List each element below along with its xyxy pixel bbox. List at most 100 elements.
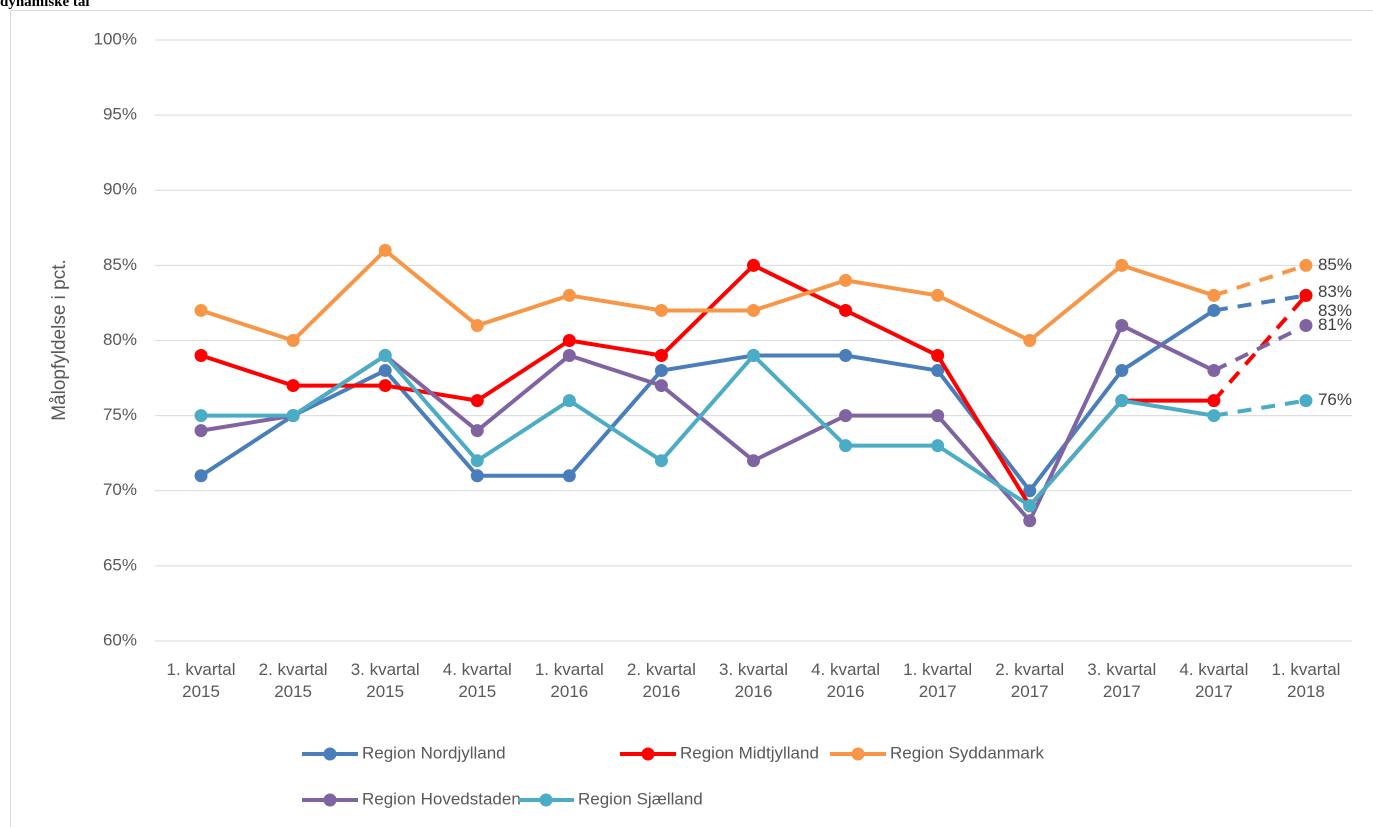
data-point xyxy=(931,288,945,302)
data-point xyxy=(1023,334,1037,347)
y-tick-label: 95% xyxy=(103,105,137,124)
y-tick-label: 70% xyxy=(103,480,137,499)
y-tick-label: 100% xyxy=(94,29,137,48)
x-tick-label: 1. kvartal 2017 xyxy=(903,660,973,701)
data-point xyxy=(286,379,300,393)
data-point xyxy=(931,364,945,378)
legend-marker xyxy=(851,747,865,761)
x-tick-label: 1. kvartal 2015 xyxy=(166,660,236,701)
data-label: 83% xyxy=(1318,282,1352,301)
x-tick-label: 4. kvartal 2016 xyxy=(811,660,881,701)
legend-label: Region Nordjylland xyxy=(362,743,506,762)
data-point xyxy=(654,349,668,363)
data-label: 83% xyxy=(1318,301,1352,320)
x-tick-label: 3. kvartal 2016 xyxy=(719,660,788,701)
legend-marker xyxy=(323,747,337,761)
data-point xyxy=(747,454,760,468)
x-tick-label: 3. kvartal 2015 xyxy=(350,660,420,701)
y-tick-label: 85% xyxy=(103,255,137,274)
data-point xyxy=(931,439,945,453)
legend-label: Region Sjælland xyxy=(578,789,703,808)
data-point xyxy=(286,334,300,347)
chart-title: dynamiske tal xyxy=(0,0,90,10)
legend-label: Region Hovedstaden xyxy=(362,789,521,808)
data-point xyxy=(839,349,853,363)
data-point xyxy=(562,334,576,347)
data-point xyxy=(1023,514,1037,528)
data-point xyxy=(1115,318,1129,332)
data-point xyxy=(470,454,484,468)
data-point xyxy=(1115,364,1129,378)
data-point xyxy=(654,454,668,468)
data-point xyxy=(470,424,484,438)
data-point xyxy=(194,469,208,483)
data-point xyxy=(654,303,668,317)
data-point xyxy=(378,364,392,378)
legend-marker xyxy=(323,793,337,807)
chart-border xyxy=(10,10,1373,827)
legend-label: Region Syddanmark xyxy=(890,743,1045,762)
data-point xyxy=(1207,303,1221,317)
data-label: 76% xyxy=(1318,390,1352,409)
data-point xyxy=(654,364,668,378)
data-point xyxy=(1207,364,1221,378)
data-point xyxy=(839,273,853,287)
line-projection xyxy=(1213,323,1307,373)
data-point xyxy=(1207,288,1221,302)
x-tick-label: 2. kvartal 2016 xyxy=(626,660,696,701)
data-point xyxy=(654,379,668,393)
data-point xyxy=(1299,394,1313,408)
data-point xyxy=(839,303,853,317)
data-point xyxy=(931,349,945,363)
data-point xyxy=(378,349,392,363)
y-axis-label: Målopfyldelse i pct. xyxy=(49,259,70,421)
data-point xyxy=(286,409,300,423)
legend-marker xyxy=(641,747,655,761)
data-point xyxy=(378,379,392,393)
y-tick-label: 80% xyxy=(103,330,137,349)
data-point xyxy=(562,394,576,408)
x-tick-label: 3. kvartal 2017 xyxy=(1087,660,1157,701)
data-label: 85% xyxy=(1318,255,1352,274)
data-point xyxy=(1299,318,1313,332)
data-point xyxy=(470,318,484,332)
y-tick-label: 60% xyxy=(103,630,137,649)
x-tick-label: 4. kvartal 2015 xyxy=(442,660,512,701)
data-point xyxy=(1115,394,1129,408)
x-tick-label: 4. kvartal 2017 xyxy=(1179,660,1249,701)
data-point xyxy=(194,409,208,423)
data-point xyxy=(470,469,484,483)
y-tick-label: 65% xyxy=(103,555,137,574)
line-projection xyxy=(1213,293,1307,313)
x-tick-label: 2. kvartal 2015 xyxy=(258,660,328,701)
y-tick-label: 90% xyxy=(103,180,137,199)
x-tick-label: 1. kvartal 2018 xyxy=(1271,660,1341,701)
line-series xyxy=(201,353,1215,508)
data-point xyxy=(839,439,853,453)
data-point xyxy=(747,258,760,272)
x-tick-label: 2. kvartal 2017 xyxy=(995,660,1065,701)
legend-label: Region Midtjylland xyxy=(680,743,819,762)
data-point xyxy=(1299,258,1313,272)
data-point xyxy=(378,243,392,257)
data-point xyxy=(562,349,576,363)
legend-marker xyxy=(539,793,553,807)
data-point xyxy=(747,303,760,317)
data-point xyxy=(1207,394,1221,408)
y-tick-label: 75% xyxy=(103,405,137,424)
data-point xyxy=(931,409,945,423)
data-point xyxy=(194,424,208,438)
data-point xyxy=(470,394,484,408)
data-point xyxy=(562,288,576,302)
line-projection xyxy=(1213,398,1307,418)
data-point xyxy=(194,349,208,363)
data-point xyxy=(562,469,576,483)
line-series xyxy=(199,308,1215,493)
data-point xyxy=(839,409,853,423)
data-point xyxy=(1299,288,1313,302)
x-tick-label: 1. kvartal 2016 xyxy=(534,660,604,701)
line-series xyxy=(200,323,1215,523)
line-series xyxy=(200,248,1215,343)
data-point xyxy=(1115,258,1129,272)
